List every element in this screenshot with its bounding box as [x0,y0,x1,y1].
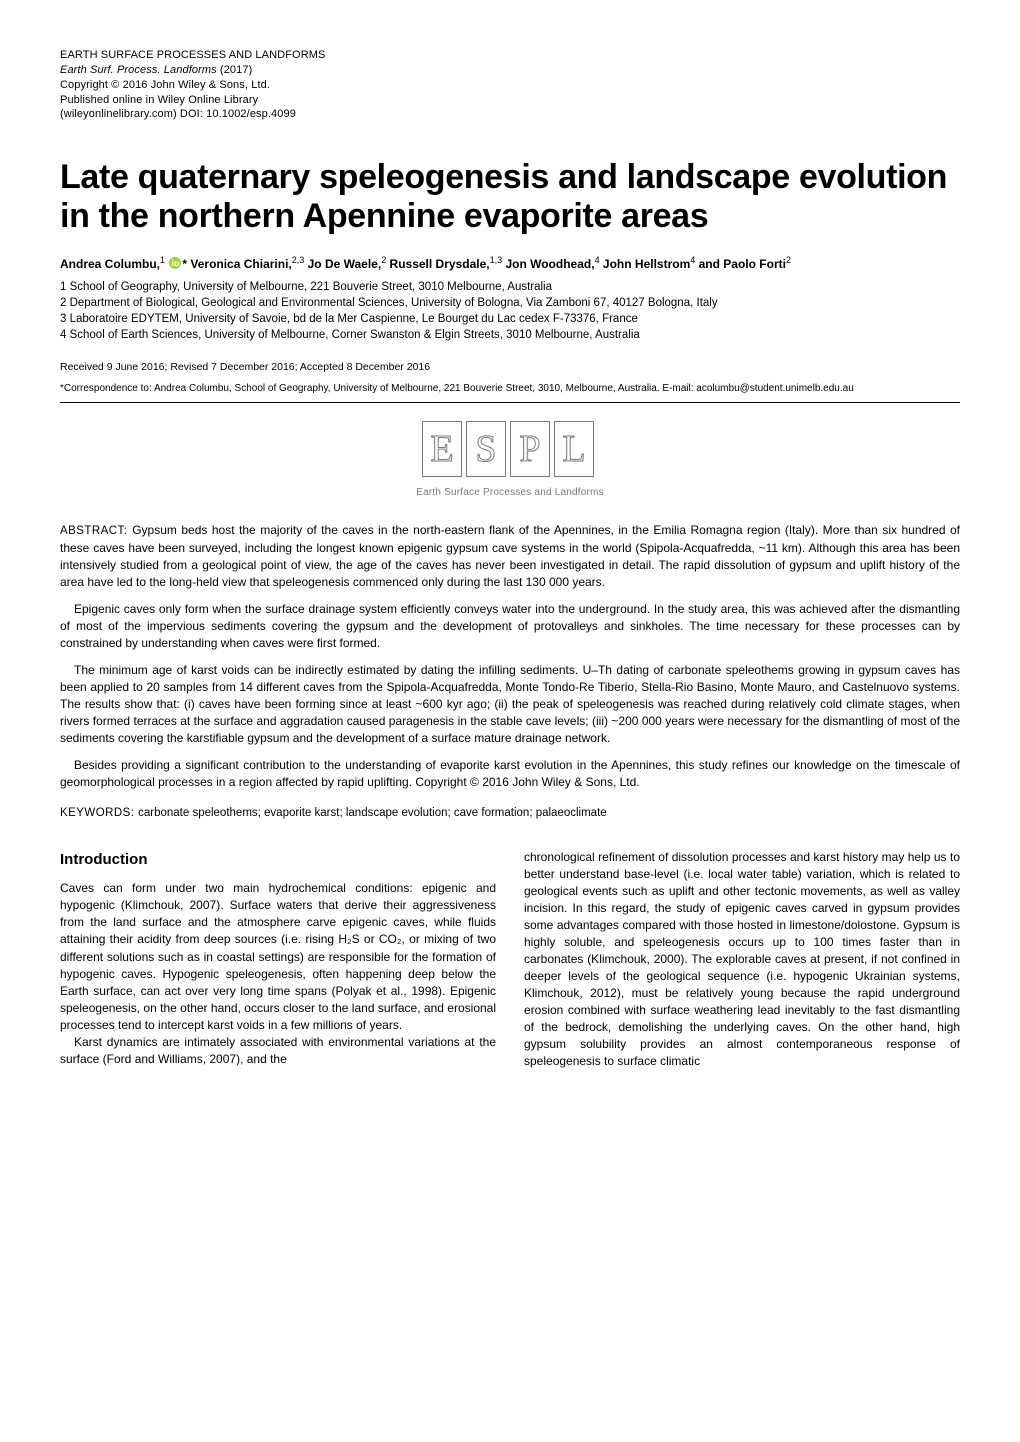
journal-header-line4: Published online in Wiley Online Library [60,93,960,108]
abstract-p4: Besides providing a significant contribu… [60,757,960,791]
author-1-sup: 1 [160,255,165,265]
intro-left-p1: Caves can form under two main hydrochemi… [60,880,496,1033]
affiliation-4: 4 School of Earth Sciences, University o… [60,327,960,343]
correspondence: *Correspondence to: Andrea Columbu, Scho… [60,382,960,396]
journal-header-line5: (wileyonlinelibrary.com) DOI: 10.1002/es… [60,107,960,122]
author-6-name: John Hellstrom [600,257,691,271]
intro-right-p1: chronological refinement of dissolution … [524,849,960,1070]
svg-text:L: L [562,428,585,470]
author-and: and [695,257,723,271]
journal-header-line1: EARTH SURFACE PROCESSES AND LANDFORMS [60,48,960,63]
authors-line: Andrea Columbu,1 * Veronica Chiarini,2,3… [60,254,960,273]
author-2-name: Veronica Chiarini, [187,257,292,271]
abstract-label: ABSTRACT: [60,525,132,537]
author-4-name: Russell Drysdale, [386,257,489,271]
keywords-text: carbonate speleothems; evaporite karst; … [138,807,607,819]
abstract-p1: ABSTRACT: Gypsum beds host the majority … [60,522,960,590]
article-title: Late quaternary speleogenesis and landsc… [60,158,960,236]
abstract-p2: Epigenic caves only form when the surfac… [60,601,960,652]
author-2-sup: 2,3 [292,255,305,265]
orcid-icon [169,257,181,269]
svg-text:P: P [519,428,540,470]
journal-year: (2017) [217,64,253,76]
intro-left-p2: Karst dynamics are intimately associated… [60,1034,496,1068]
svg-text:S: S [475,428,496,470]
author-1-name: Andrea Columbu, [60,257,160,271]
body-columns: Introduction Caves can form under two ma… [60,849,960,1070]
column-left: Introduction Caves can form under two ma… [60,849,496,1070]
author-3-name: Jo De Waele, [304,257,381,271]
author-5-name: Jon Woodhead, [502,257,594,271]
journal-name-italic: Earth Surf. Process. Landforms [60,64,217,76]
svg-text:E: E [430,428,453,470]
author-7-name: Paolo Forti [723,257,786,271]
abstract: ABSTRACT: Gypsum beds host the majority … [60,522,960,791]
received-dates: Received 9 June 2016; Revised 7 December… [60,360,960,375]
affiliation-3: 3 Laboratoire EDYTEM, University of Savo… [60,311,960,327]
author-4-sup: 1,3 [490,255,503,265]
author-7-sup: 2 [786,255,791,265]
keywords-label: KEYWORDS: [60,807,138,819]
journal-header-line3: Copyright © 2016 John Wiley & Sons, Ltd. [60,78,960,93]
affiliations: 1 School of Geography, University of Mel… [60,279,960,343]
column-right: chronological refinement of dissolution … [524,849,960,1070]
affiliation-1: 1 School of Geography, University of Mel… [60,279,960,295]
journal-header: EARTH SURFACE PROCESSES AND LANDFORMS Ea… [60,48,960,122]
espl-logo-block: ESPL Earth Surface Processes and Landfor… [60,421,960,501]
abstract-p3: The minimum age of karst voids can be in… [60,662,960,747]
keywords-line: KEYWORDS: carbonate speleothems; evapori… [60,805,960,821]
affiliation-2: 2 Department of Biological, Geological a… [60,295,960,311]
header-divider [60,402,960,403]
abstract-p1-text: Gypsum beds host the majority of the cav… [60,523,960,588]
introduction-heading: Introduction [60,849,496,870]
espl-caption: Earth Surface Processes and Landforms [60,486,960,500]
espl-logo: ESPL [422,421,598,477]
journal-header-line2: Earth Surf. Process. Landforms (2017) [60,63,960,78]
